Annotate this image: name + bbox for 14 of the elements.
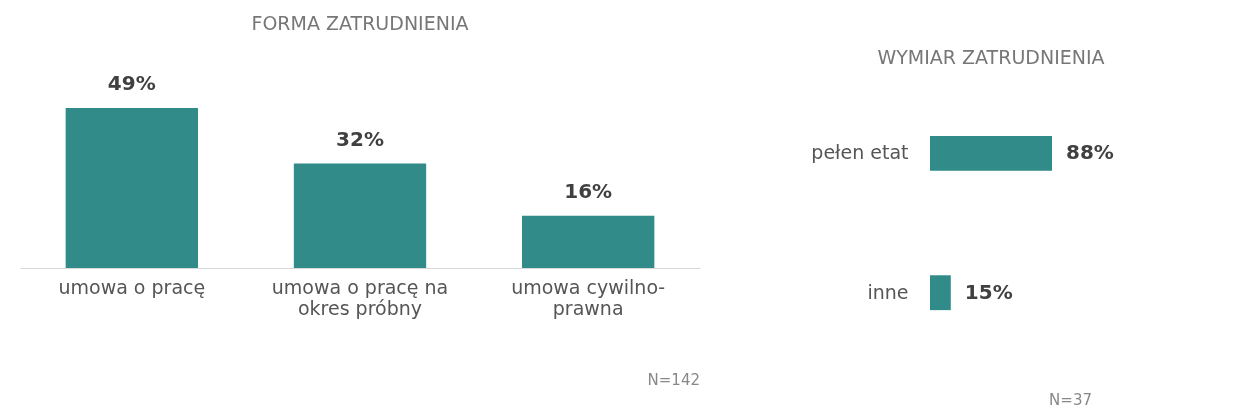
data-label: 49% — [107, 71, 156, 95]
x-tick-label: umowa cywilno- prawna — [511, 275, 666, 319]
chart-title: WYMIAR ZATRUDNIENIA — [877, 46, 1105, 68]
data-label: 15% — [964, 279, 1013, 304]
chart-title: FORMA ZATRUDNIENIA — [251, 12, 469, 34]
y-tick-label: inne — [867, 280, 909, 303]
data-label: 16% — [564, 178, 613, 203]
data-label: 88% — [1066, 140, 1114, 165]
x-tick-label: umowa o pracę na okres próbny — [271, 275, 449, 319]
y-tick-label: pełen etat — [811, 141, 909, 164]
data-label: 32% — [336, 126, 384, 151]
text: N=142 — [647, 371, 700, 389]
x-tick-label: umowa o pracę — [58, 275, 206, 298]
text: N=37 — [1049, 391, 1092, 409]
